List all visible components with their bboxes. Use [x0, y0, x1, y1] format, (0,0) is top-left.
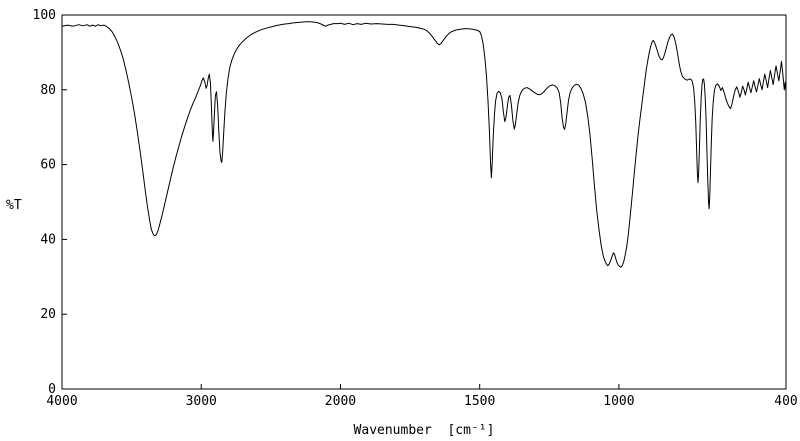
y-tick-label: 20: [40, 307, 56, 322]
plot-frame: [61, 14, 787, 390]
x-tick-label: 1500: [464, 394, 495, 409]
spectrum-line: [61, 21, 787, 268]
y-tick-label: 40: [40, 232, 56, 247]
y-tick-label: 100: [33, 8, 56, 23]
x-tick-label: 2000: [325, 394, 356, 409]
y-axis-label: %T: [6, 198, 22, 213]
y-tick-label: 0: [48, 382, 56, 397]
y-tick-label: 80: [40, 83, 56, 98]
y-tick-label: 60: [40, 158, 56, 173]
x-tick-label: 1000: [603, 394, 634, 409]
x-tick-label: 3000: [186, 394, 217, 409]
x-tick-label: 400: [774, 394, 797, 409]
x-axis-label: Wavenumber [cm⁻¹]: [353, 423, 495, 438]
x-tick-label: 4000: [46, 394, 77, 409]
